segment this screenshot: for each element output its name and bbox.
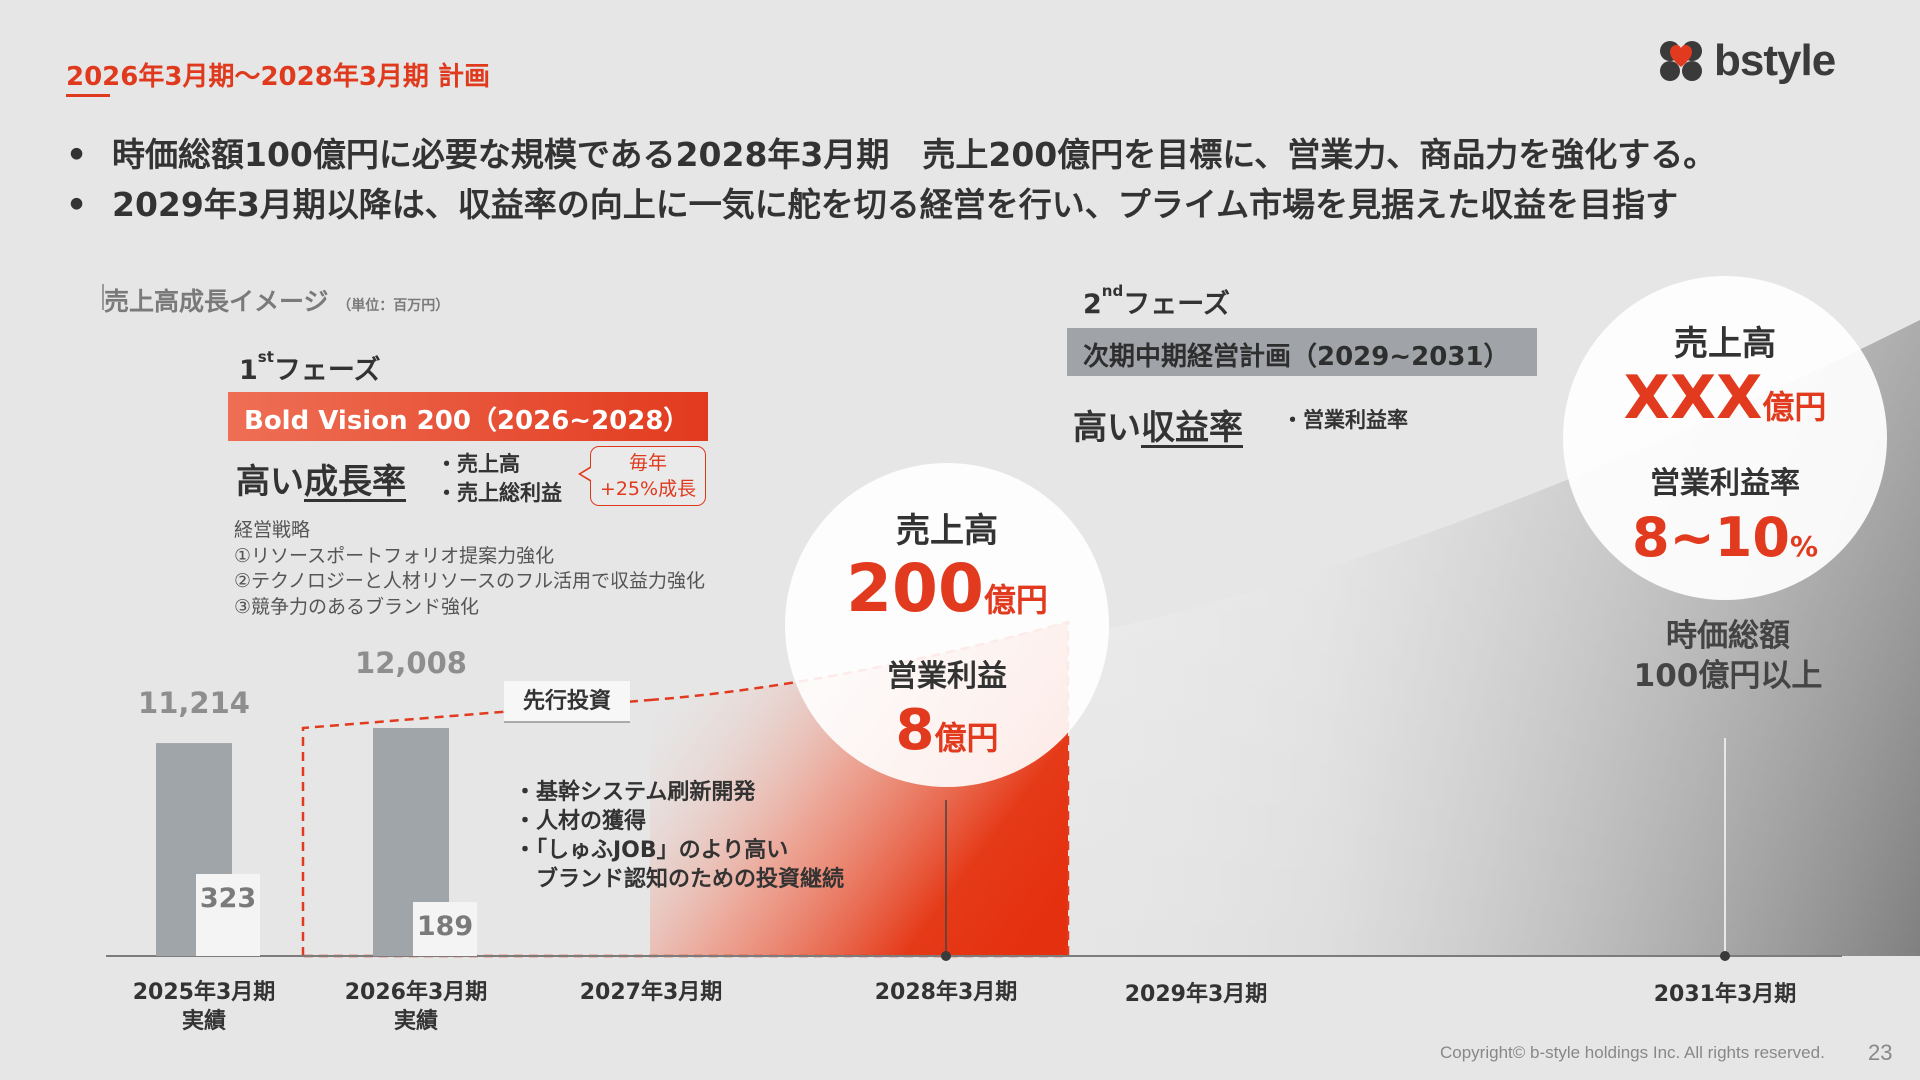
x-label-2027: 2027年3月期 [579, 980, 723, 1005]
phase2-theme: 高い収益率 [1073, 408, 1243, 448]
target-2028-sales-label: 売上高 [896, 511, 998, 551]
phase2-plan-box: 次期中期経営計画（2029~2031） [1067, 328, 1537, 376]
investment-tag: 先行投資 [504, 681, 630, 723]
unit-label: （単位：百万円） [337, 298, 450, 314]
x-label-2029: 2029年3月期 [1124, 982, 1268, 1007]
logo-text: bstyle [1714, 36, 1836, 85]
target-2031-sales-label: 売上高 [1674, 324, 1776, 364]
heart-clover-icon [1660, 41, 1702, 81]
page-number: 23 [1868, 1040, 1893, 1065]
copyright: Copyright© b-style holdings Inc. All rig… [1440, 1043, 1825, 1062]
x-label-2026: 2026年3月期 実績 [344, 980, 488, 1034]
growth-bubble: 毎年 +25%成長 [590, 446, 706, 506]
bubble-tail-fill [581, 468, 591, 480]
company-logo: bstyle [1656, 36, 1836, 86]
target-2028-profit: 8億円 [895, 698, 999, 763]
bar-value-2026: 12,008 [355, 646, 467, 680]
phase2-label: 2ndフェーズ [1083, 282, 1230, 320]
bar-value-2025: 11,214 [138, 686, 250, 720]
strategy-list: 経営戦略 ①リソースポートフォリオ提案力強化 ②テクノロジーと人材リソースのフル… [234, 519, 705, 618]
target-2028-profit-label: 営業利益 [887, 659, 1007, 694]
phase1-plan-box: Bold Vision 200（2026~2028） [228, 392, 708, 441]
target-2031-sales: XXX億円 [1623, 363, 1827, 433]
investment-list: ・基幹システム刷新開発 ・人材の獲得 ・「しゅふJOB」のより高い ブランド認知… [514, 780, 845, 892]
page-title: 2026年3月期〜2028年3月期 計画 [66, 62, 490, 92]
phase2-metric: ・営業利益率 [1282, 408, 1408, 432]
target-2031-margin: 8~10% [1631, 506, 1819, 569]
op-profit-2026: 189 [413, 902, 477, 956]
phase1-theme: 高い成長率 [236, 462, 406, 502]
x-label-2031: 2031年3月期 [1653, 982, 1797, 1007]
target-2031-circle: 売上高 XXX億円 営業利益率 8~10% [1563, 276, 1887, 600]
phase1-label: 1stフェーズ [239, 348, 381, 386]
target-2031-margin-label: 営業利益率 [1650, 466, 1800, 501]
bullet-1: • 時価総額100億円に必要な規模である2028年3月期 売上200億円を目標に、… [66, 135, 1717, 174]
op-profit-2025: 323 [196, 874, 260, 956]
title-underline [66, 94, 110, 97]
bullet-2: • 2029年3月期以降は、収益率の向上に一気に舵を切る経営を行い、プライム市場を… [66, 185, 1679, 224]
section-title: 売上高成長イメージ （単位：百万円） [104, 287, 450, 316]
phase1-metrics: ・売上高 ・売上総利益 [436, 452, 562, 505]
target-2028-sales: 200億円 [846, 550, 1048, 627]
market-cap-target: 時価総額 100億円以上 [1633, 618, 1823, 694]
x-label-2025: 2025年3月期 実績 [132, 980, 276, 1034]
target-2028-circle: 売上高 200億円 営業利益 8億円 [785, 463, 1109, 787]
x-label-2028: 2028年3月期 [874, 980, 1018, 1005]
section-marker [102, 284, 104, 310]
